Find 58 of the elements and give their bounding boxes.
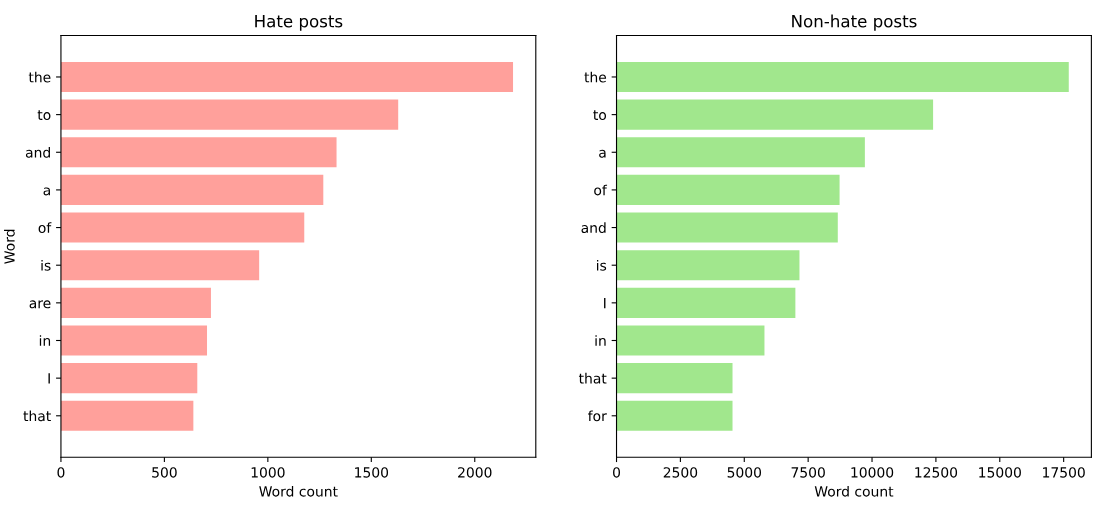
x-tick-label: 2000 [458,467,492,478]
y-tick-label: the [584,71,607,83]
x-tick-label: 1500 [355,467,389,478]
bar [616,287,796,318]
y-tick-label: are [29,300,51,309]
y-tick-label: a [599,149,606,158]
bar [616,400,733,431]
y-tick-label: for [588,410,607,422]
x-axis-title: Word count [814,485,894,497]
bar [616,250,800,281]
bar [616,174,840,205]
y-tick-label: I [48,373,50,384]
y-tick-label: of [594,184,608,196]
bar [60,137,337,168]
y-tick-label: to [593,110,607,121]
x-tick-label: 1000 [251,467,285,478]
chart-title: Hate posts [255,15,343,31]
x-tick-label: 0 [57,467,65,478]
bar [616,61,1069,93]
x-tick-label: 500 [152,467,177,478]
y-tick-label: of [38,222,52,234]
y-tick-label: is [597,259,607,271]
x-tick-label: 17500 [1043,467,1085,478]
y-tick-label: and [25,146,50,158]
y-axis-title: Word [4,229,15,264]
y-tick-label: the [28,71,51,83]
y-tick-label: a [43,187,50,196]
x-tick-label: 10000 [851,467,894,478]
bar [616,325,765,356]
bar [616,363,733,394]
y-tick-label: that [23,410,51,422]
bar [60,212,305,243]
y-tick-label: and [581,222,606,234]
bar [60,61,514,93]
x-tick-label: 12500 [915,467,958,478]
y-tick-label: that [578,372,607,384]
bar [60,99,399,130]
bar [60,325,208,356]
x-tick-label: 5000 [727,467,762,478]
bar [60,363,198,394]
y-tick-label: in [595,335,606,346]
bar [616,137,865,168]
y-tick-label: is [41,259,51,271]
bar [60,250,260,281]
y-tick-label: I [604,298,606,309]
bar [60,287,211,318]
y-tick-label: in [39,335,51,346]
bar [616,99,934,130]
bar [60,174,324,205]
bar [60,400,194,431]
x-tick-label: 2500 [663,467,698,478]
x-tick-label: 15000 [979,467,1021,478]
x-axis-title: Word count [259,485,338,497]
y-tick-label: to [37,110,51,121]
chart-title: Non-hate posts [792,14,917,31]
x-tick-label: 0 [613,467,621,478]
bar [616,212,838,243]
x-tick-label: 7500 [791,467,825,478]
